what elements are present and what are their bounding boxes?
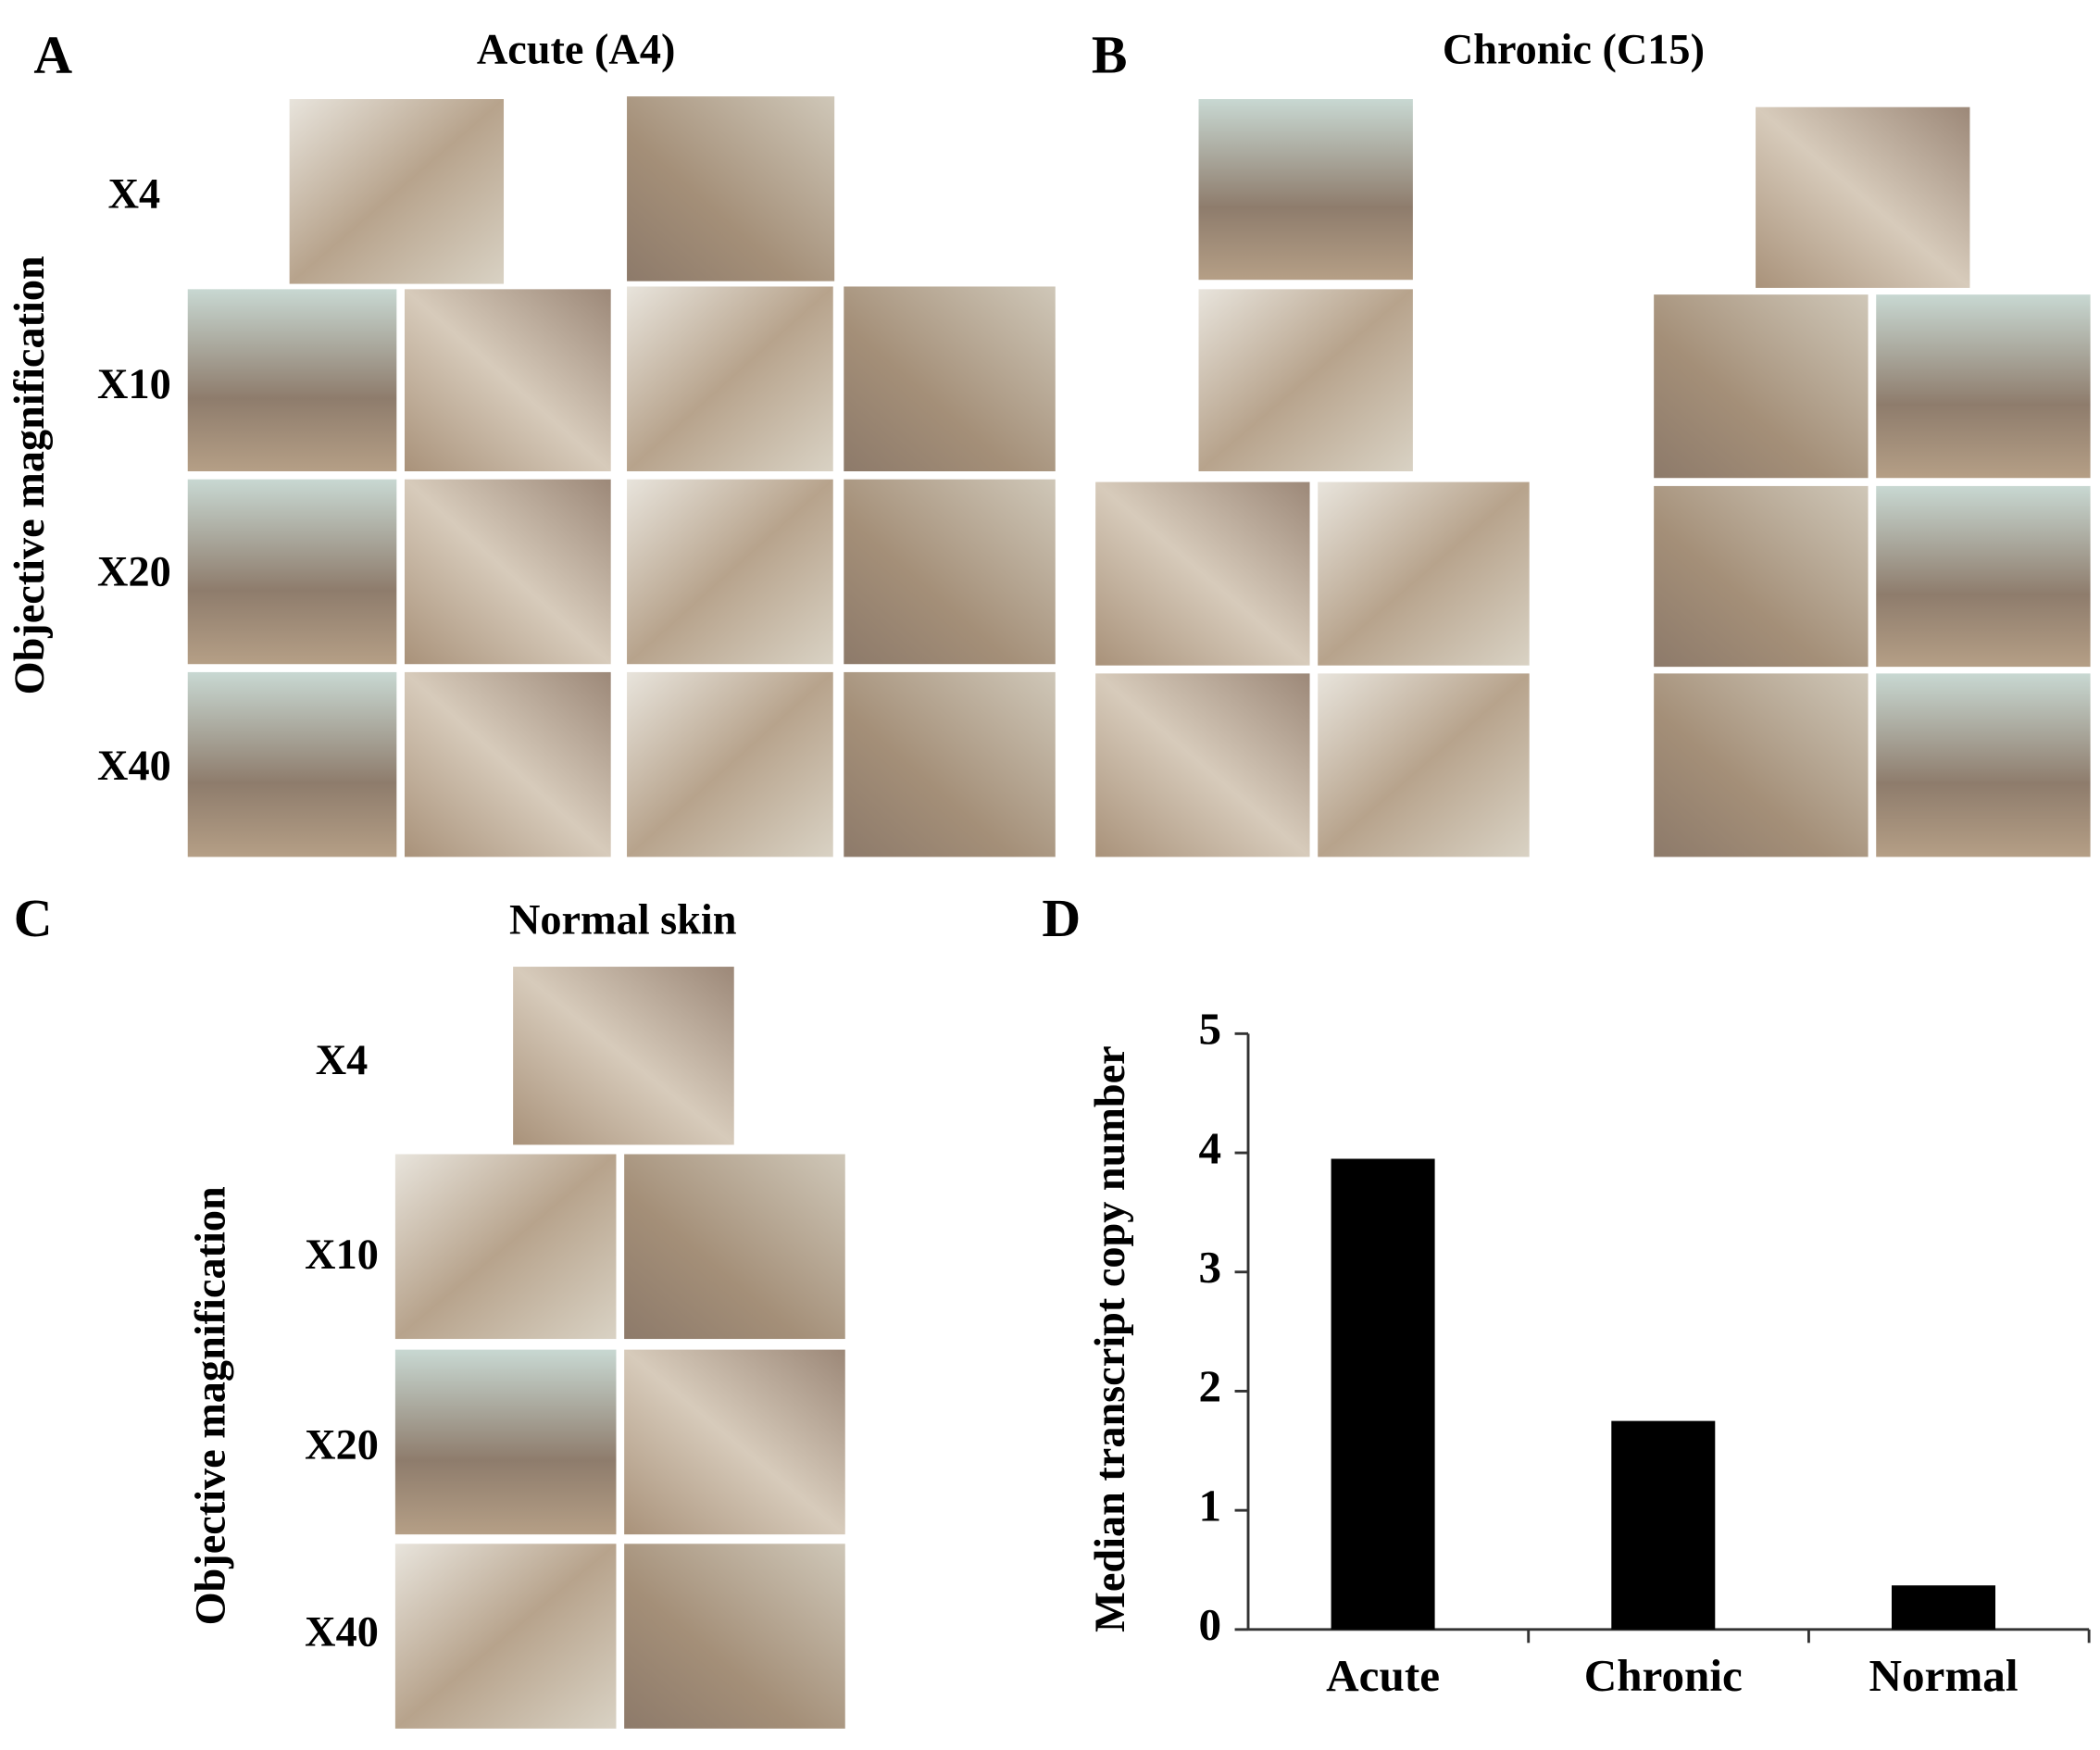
micrograph [844, 671, 1056, 857]
micrograph [404, 671, 611, 857]
panel-label: C [14, 888, 53, 948]
y-tick-label: 1 [1199, 1480, 1222, 1531]
row-label: X20 [97, 548, 171, 595]
y-label: Objective magnification [6, 256, 54, 694]
micrograph [394, 1544, 617, 1729]
micrograph [513, 967, 734, 1145]
row-label: X10 [305, 1231, 379, 1279]
y-tick-label: 5 [1199, 1004, 1222, 1055]
micrograph [627, 479, 833, 665]
y-axis-title: Median transcript copy number [1087, 1045, 1134, 1632]
micrograph [187, 479, 397, 665]
micrograph [1654, 673, 1869, 857]
y-tick-label: 3 [1199, 1242, 1222, 1293]
micrograph [1318, 481, 1530, 666]
y-tick-label: 2 [1199, 1361, 1222, 1412]
micrograph [1095, 481, 1310, 666]
micrographs [187, 96, 2091, 1729]
micrograph [1756, 106, 1970, 288]
x-tick-label: Chronic [1584, 1650, 1743, 1701]
micrograph [404, 289, 611, 472]
row-label: X10 [97, 361, 171, 408]
micrograph [1198, 99, 1413, 281]
micrograph [627, 671, 833, 857]
micrograph [187, 289, 397, 472]
x-tick-label: Normal [1869, 1650, 2018, 1701]
row-label: X20 [305, 1421, 379, 1469]
micrograph [394, 1154, 617, 1340]
micrograph [1095, 673, 1310, 857]
micrograph [844, 286, 1056, 472]
micrograph [627, 286, 833, 472]
row-label: X40 [305, 1609, 379, 1656]
y-tick-label: 4 [1199, 1122, 1222, 1173]
micrograph [1198, 289, 1413, 472]
micrograph [627, 96, 835, 281]
panel-label: B [1092, 24, 1128, 84]
micrograph [187, 671, 397, 857]
row-label: X40 [97, 743, 171, 790]
micrograph [1876, 673, 2091, 857]
bar-chart: 0 1 2 3 4 5 Acute Chronic Normal [1199, 1004, 2091, 1701]
micrograph [404, 479, 611, 665]
panel-title: Normal skin [509, 896, 737, 944]
panel-title: Acute (A4) [477, 26, 676, 73]
micrograph [1876, 294, 2091, 479]
micrograph [844, 479, 1056, 665]
micrograph [394, 1349, 617, 1535]
panel-label: D [1042, 888, 1081, 948]
micrograph [624, 1154, 845, 1340]
micrograph [624, 1349, 845, 1535]
panel-label: A [33, 24, 72, 84]
panel-title: Chronic (C15) [1443, 26, 1705, 73]
micrograph [1654, 485, 1869, 668]
micrograph [1318, 673, 1530, 857]
row-label: X4 [316, 1037, 369, 1084]
y-tick-label: 0 [1199, 1599, 1222, 1650]
bar [1611, 1420, 1716, 1630]
micrograph [624, 1544, 845, 1729]
micrograph [289, 99, 505, 284]
micrograph [1654, 294, 1869, 479]
bar [1892, 1585, 1996, 1630]
bar [1331, 1158, 1435, 1630]
y-label: Objective magnification [187, 1186, 234, 1625]
x-tick-label: Acute [1326, 1650, 1440, 1701]
row-label: X4 [108, 171, 161, 219]
micrograph [1876, 485, 2091, 668]
